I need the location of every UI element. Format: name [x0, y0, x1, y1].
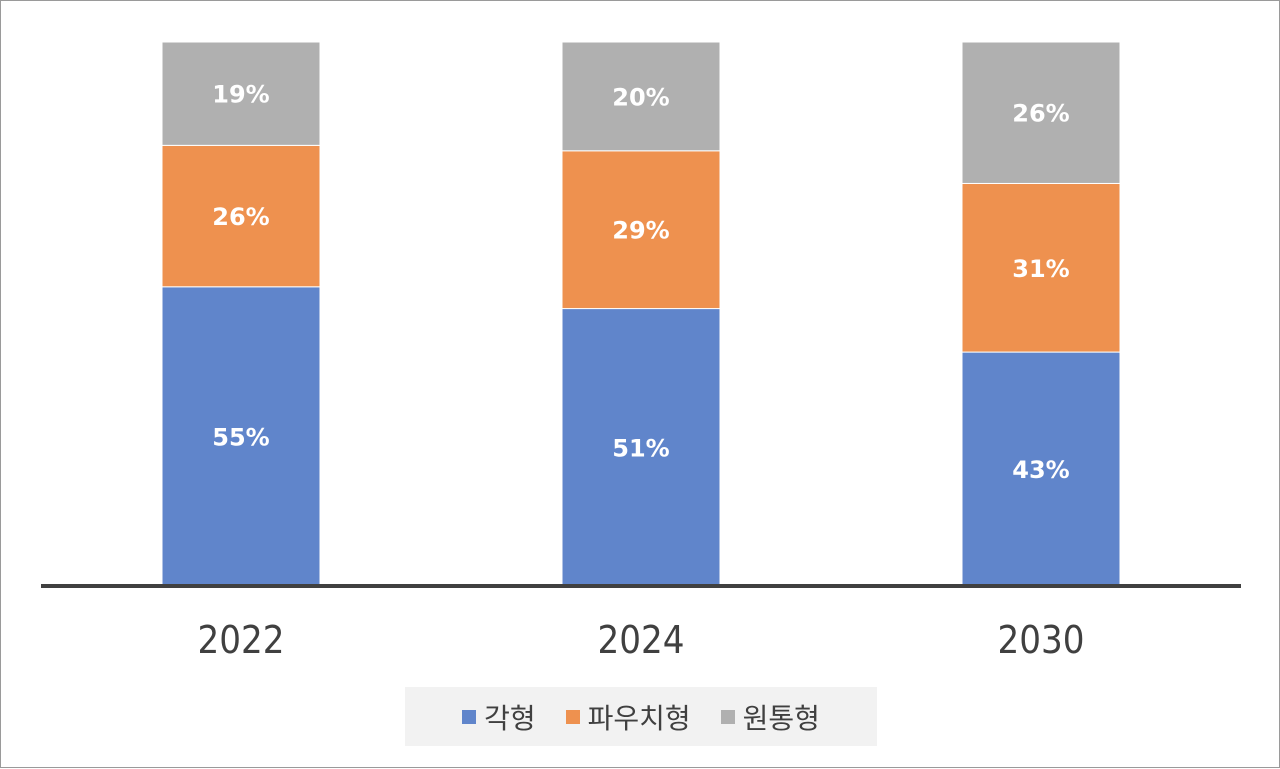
bar-2024-series-1: [561, 150, 721, 310]
bar-2022-series-0: [161, 286, 321, 587]
bar-2030-series-0: [961, 351, 1121, 587]
legend-label-0: 각형: [484, 701, 536, 735]
data-label-2022-series-2: 19%: [212, 81, 269, 109]
bar-2022-series-2: [161, 41, 321, 146]
legend-item-1: 파우치형: [565, 697, 691, 737]
data-label-2024-series-1: 29%: [612, 217, 669, 245]
legend-label-2: 원통형: [742, 701, 820, 735]
legend-swatch-0: [462, 709, 477, 724]
data-label-2030-series-2: 26%: [1012, 100, 1069, 128]
bar-2030-series-1: [961, 182, 1121, 353]
x-tick-label-2030: 2030: [998, 618, 1085, 662]
bar-2030-series-2: [961, 41, 1121, 184]
legend-item-2: 원통형: [720, 697, 820, 737]
x-tick-label-2022: 2022: [198, 618, 285, 662]
data-label-2024-series-2: 20%: [612, 83, 669, 111]
data-label-2030-series-1: 31%: [1012, 255, 1069, 283]
bar-2024-series-0: [561, 308, 721, 587]
bar-2022-series-1: [161, 144, 321, 288]
data-label-2024-series-0: 51%: [612, 434, 669, 462]
legend-swatch-1: [565, 709, 580, 724]
data-label-2022-series-1: 26%: [212, 203, 269, 231]
legend-item-0: 각형: [462, 697, 536, 737]
data-label-2030-series-0: 43%: [1012, 456, 1069, 484]
legend: 각형 파우치형 원통형: [405, 687, 877, 746]
x-tick-label-2024: 2024: [598, 618, 685, 662]
legend-label-1: 파우치형: [587, 701, 691, 735]
data-label-2022-series-0: 55%: [212, 423, 269, 451]
bar-2024-series-2: [561, 41, 721, 152]
legend-swatch-2: [720, 709, 735, 724]
